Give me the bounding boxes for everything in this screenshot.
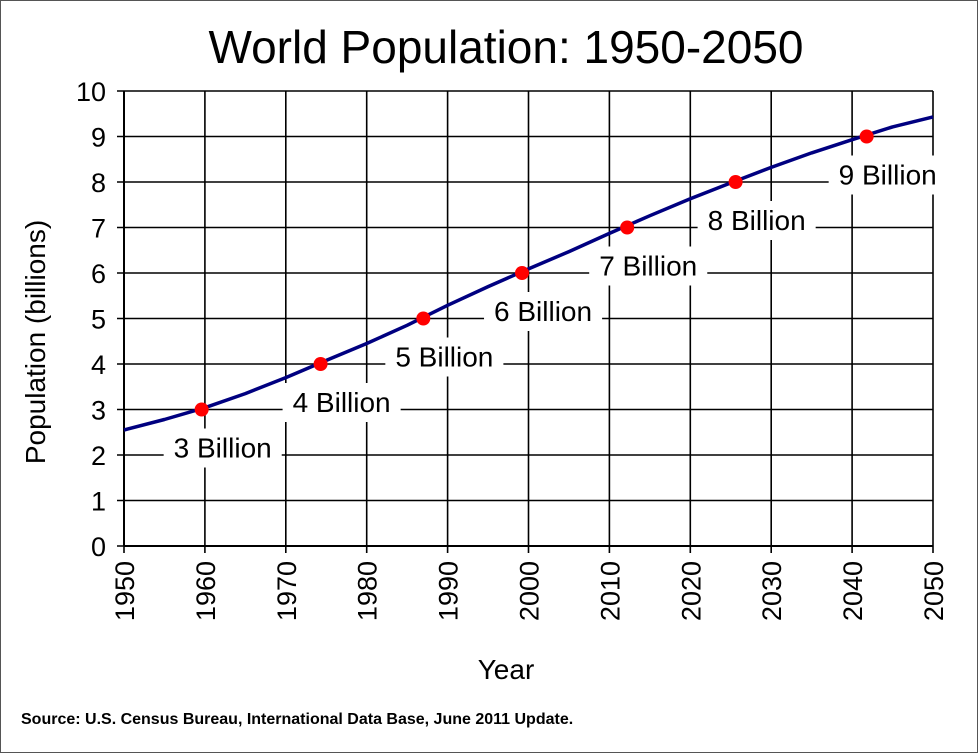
- milestone-label: 5 Billion: [395, 342, 493, 373]
- x-tick-label: 1990: [434, 561, 464, 621]
- x-tick-label: 2040: [838, 561, 868, 621]
- milestone-label-bg: [828, 155, 947, 195]
- milestone-label: 4 Billion: [293, 387, 391, 418]
- milestone-label-bg: [484, 292, 603, 331]
- milestone-label: 6 Billion: [494, 296, 592, 327]
- y-tick-label: 2: [91, 441, 106, 471]
- y-tick-labels: 0 1 2 3 4 5 6 7 8 9 10: [76, 77, 106, 562]
- milestone-label-bg: [697, 201, 816, 240]
- x-tick-label: 1980: [353, 561, 383, 621]
- milestone-annotation: 4 Billion: [282, 383, 401, 422]
- y-tick-label: 3: [91, 396, 106, 426]
- grid: [117, 90, 934, 553]
- x-tick-label: 1970: [272, 561, 302, 621]
- milestone-annotation: 7 Billion: [589, 246, 708, 286]
- y-tick-label: 8: [91, 168, 106, 198]
- x-axis-label: Year: [478, 654, 535, 685]
- y-tick-label: 6: [91, 259, 106, 289]
- milestone-annotation: 3 Billion: [163, 428, 282, 468]
- milestone-label-bg: [163, 428, 282, 468]
- y-tick-label: 4: [91, 350, 106, 380]
- x-tick-label: 2000: [515, 561, 545, 621]
- milestone-label: 3 Billion: [174, 433, 272, 464]
- population-line: [123, 115, 934, 432]
- x-tick-label: 2020: [676, 561, 706, 621]
- milestone-annotation: 6 Billion: [484, 292, 603, 331]
- milestone-annotation: 5 Billion: [385, 337, 504, 377]
- chart-title: World Population: 1950-2050: [208, 21, 803, 73]
- milestone-label-bg: [385, 337, 504, 377]
- x-tick-label: 2010: [595, 561, 625, 621]
- milestone-marker: [416, 311, 431, 326]
- milestone-annotation: 9 Billion: [828, 155, 947, 195]
- milestone-label: 9 Billion: [839, 160, 937, 191]
- milestone-label: 8 Billion: [708, 205, 806, 236]
- y-tick-label: 5: [91, 305, 106, 335]
- x-tick-label: 1960: [191, 561, 221, 621]
- y-tick-label: 0: [91, 532, 106, 562]
- milestone-markers: [194, 129, 874, 417]
- milestone-label: 7 Billion: [599, 251, 697, 282]
- x-tick-labels: 1950 1960 1970 1980 1990 2000 2010 2020 2030 2040…: [110, 561, 949, 621]
- series-layer: [123, 115, 934, 432]
- y-tick-label: 7: [91, 214, 106, 244]
- milestone-marker: [620, 220, 635, 235]
- x-tick-label: 2050: [919, 561, 949, 621]
- source-note: Source: U.S. Census Bureau, Internationa…: [21, 711, 573, 728]
- milestone-marker: [728, 175, 743, 189]
- y-tick-label: 10: [76, 77, 106, 107]
- milestone-label-bg: [282, 383, 401, 422]
- y-tick-label: 9: [91, 123, 106, 153]
- milestone-marker: [313, 357, 328, 371]
- y-axis-label: Population (billions): [20, 220, 51, 464]
- x-tick-label: 2030: [757, 561, 787, 621]
- x-tick-label: 1950: [110, 561, 140, 621]
- milestone-label-bg: [589, 246, 708, 286]
- milestone-marker: [515, 266, 530, 280]
- milestone-marker: [859, 129, 874, 144]
- y-tick-label: 1: [91, 487, 106, 517]
- milestone-marker: [194, 402, 209, 417]
- milestone-annotation: 8 Billion: [697, 201, 816, 240]
